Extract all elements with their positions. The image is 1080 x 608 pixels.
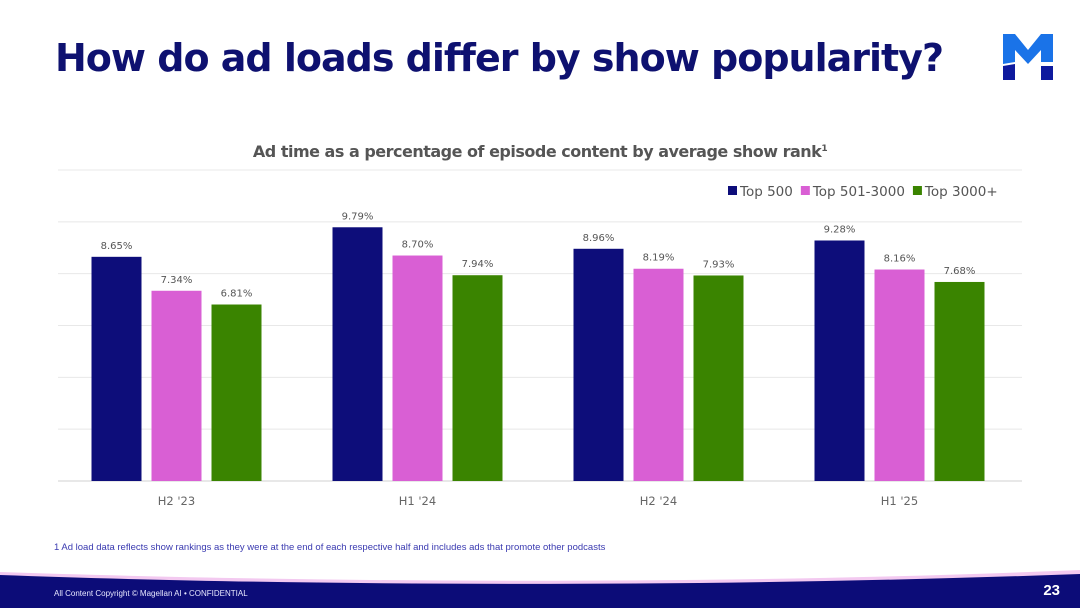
legend-swatch	[912, 186, 922, 195]
bar	[934, 281, 985, 481]
bar	[392, 255, 443, 481]
category-label: H1 '24	[399, 494, 436, 508]
data-label: 8.96%	[583, 233, 615, 244]
data-label: 7.93%	[703, 259, 735, 270]
data-label: 9.79%	[342, 211, 374, 222]
data-label: 8.16%	[884, 254, 916, 265]
bar	[151, 290, 202, 481]
bar	[573, 248, 624, 481]
data-label: 8.70%	[402, 240, 434, 251]
bar	[874, 269, 925, 481]
magellan-logo-icon	[1003, 34, 1053, 80]
bar	[91, 256, 142, 481]
category-label: H2 '24	[640, 494, 677, 508]
footer-band	[0, 570, 1080, 608]
legend-label: Top 3000+	[924, 184, 998, 200]
data-label: 7.94%	[462, 259, 494, 270]
data-label: 7.34%	[161, 275, 193, 286]
copyright-text: All Content Copyright © Magellan AI • CO…	[54, 589, 248, 598]
category-label: H1 '25	[881, 494, 918, 508]
bar	[814, 240, 865, 481]
category-label: H2 '23	[158, 494, 195, 508]
slide-title: How do ad loads differ by show popularit…	[55, 36, 944, 80]
data-label: 7.68%	[944, 266, 976, 277]
bar	[211, 304, 262, 481]
data-label: 8.19%	[643, 253, 675, 264]
data-label: 8.65%	[101, 241, 133, 252]
page-number: 23	[1043, 582, 1060, 599]
bar	[633, 268, 684, 481]
legend-label: Top 501-3000	[812, 184, 905, 200]
legend-swatch	[800, 186, 810, 195]
bar-chart: Ad time as a percentage of episode conte…	[58, 142, 1022, 508]
bar	[452, 275, 503, 481]
bar	[332, 227, 383, 481]
chart-title: Ad time as a percentage of episode conte…	[253, 142, 827, 161]
bar	[693, 275, 744, 481]
data-label: 6.81%	[221, 289, 253, 300]
legend-swatch	[728, 186, 737, 195]
legend-label: Top 500	[739, 184, 793, 200]
data-label: 9.28%	[824, 224, 856, 235]
footnote: 1 Ad load data reflects show rankings as…	[54, 542, 606, 553]
